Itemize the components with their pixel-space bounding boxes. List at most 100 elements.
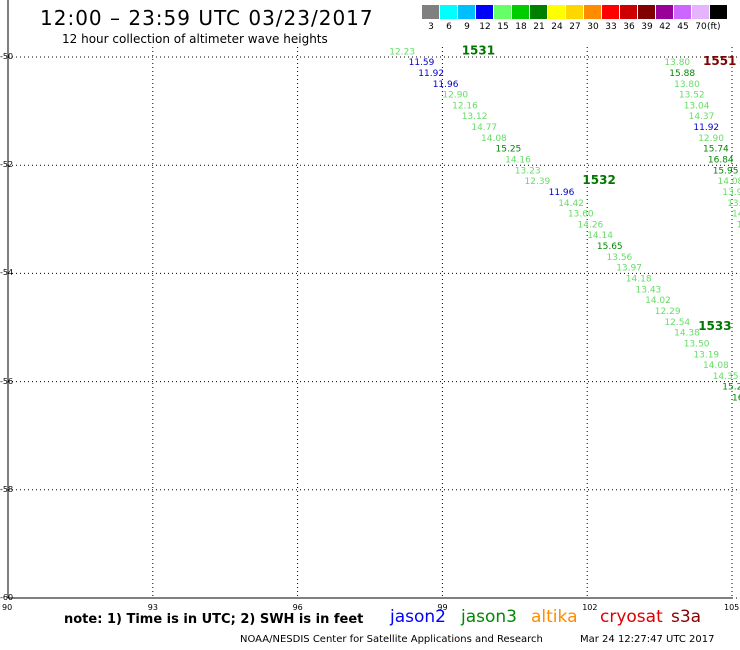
legend-label: 42	[659, 22, 671, 32]
legend-swatch	[638, 5, 655, 19]
wave-height-value: 14.35	[713, 372, 739, 382]
wave-height-value: 14.18	[626, 275, 652, 285]
legend-swatch	[674, 5, 691, 19]
page-subtitle: 12 hour collection of altimeter wave hei…	[62, 32, 328, 46]
legend-swatch	[530, 5, 547, 19]
wave-height-value: 13.50	[684, 339, 710, 349]
legend-swatch	[584, 5, 601, 19]
legend-label: 45	[677, 22, 689, 32]
map-plot: 12.2311.5911.9211.9612.9012.1613.1214.77…	[7, 0, 740, 599]
legend-label: 70	[695, 22, 707, 32]
wave-height-value: 15.88	[669, 69, 695, 79]
track-id-label: 1531	[462, 43, 495, 57]
latitude-tick-label: -56	[0, 376, 14, 386]
legend-swatch	[566, 5, 583, 19]
latitude-tick-label: -58	[0, 484, 14, 494]
track-id-label: 1532	[582, 173, 615, 187]
map-grid	[7, 0, 740, 599]
wave-height-value: 16.08	[732, 394, 740, 404]
footer-credit: NOAA/NESDIS Center for Satellite Applica…	[240, 634, 543, 645]
wave-height-value: 12.90	[698, 134, 724, 144]
legend-label: 6	[446, 22, 452, 32]
wave-height-value: 14.16	[505, 156, 531, 166]
track-id-label: 1533	[698, 319, 731, 333]
legend-label: 30	[587, 22, 599, 32]
legend-swatch	[548, 5, 565, 19]
latitude-tick-label: -60	[0, 593, 14, 602]
wave-height-value: 14.08	[703, 361, 729, 371]
legend-label: 9	[464, 22, 470, 32]
wave-height-value: 13.80	[674, 80, 700, 90]
wave-height-value: 13.29	[737, 220, 740, 230]
wave-height-value: 13.97	[616, 264, 642, 274]
legend-label: 36	[623, 22, 635, 32]
longitude-tick-label: 105	[724, 603, 740, 612]
legend-label: 12	[479, 22, 491, 32]
wave-height-value: 12.16	[452, 101, 478, 111]
legend-swatch	[620, 5, 637, 19]
longitude-tick-label: 96	[292, 603, 303, 612]
wave-height-value: 13.19	[693, 350, 719, 360]
wave-height-value: 11.59	[409, 58, 435, 68]
wave-height-value: 13.43	[636, 285, 662, 295]
legend-label: 18	[515, 22, 527, 32]
longitude-tick-label: 90	[2, 603, 13, 612]
legend-swatch	[476, 5, 493, 19]
legend-swatch	[656, 5, 673, 19]
legend-label: 21	[533, 22, 545, 32]
legend-label: 24	[551, 22, 563, 32]
altimeter-tracks: 12.2311.5911.9211.9612.9012.1613.1214.77…	[389, 43, 740, 403]
legend-label: 33	[605, 22, 617, 32]
note-text: note: 1) Time is in UTC; 2) SWH is in fe…	[64, 612, 364, 627]
wave-height-value: 15.21	[722, 383, 740, 393]
wave-height-value: 13.56	[607, 253, 633, 263]
wave-height-value: 14.08	[481, 134, 507, 144]
wave-height-value: 11.92	[693, 123, 719, 133]
legend-swatch	[692, 5, 709, 19]
wave-height-value: 14.26	[578, 220, 604, 230]
track-id-label: 1551	[703, 54, 736, 68]
wave-height-value: 13.52	[679, 91, 705, 101]
satellite-name: cryosat	[600, 607, 663, 627]
legend-label: 27	[569, 22, 581, 32]
wave-height-value: 13.04	[684, 101, 710, 111]
wave-height-value: 13.12	[462, 112, 488, 122]
wave-height-value: 12.39	[525, 177, 551, 187]
legend-swatch	[710, 5, 727, 19]
legend-label: 15	[497, 22, 509, 32]
legend-swatch	[602, 5, 619, 19]
wave-height-value: 13.23	[515, 166, 541, 176]
satellite-name: altika	[531, 607, 578, 627]
wave-height-value: 14.77	[471, 123, 497, 133]
wave-height-value: 14.33	[732, 210, 740, 220]
wave-height-value: 15.95	[713, 166, 739, 176]
footer-timestamp: Mar 24 12:27:47 UTC 2017	[580, 634, 715, 645]
legend-swatch	[440, 5, 457, 19]
latitude-tick-label: -52	[0, 160, 14, 170]
wave-height-value: 14.02	[645, 296, 671, 306]
wave-height-value: 13.60	[568, 210, 594, 220]
wave-height-value: 11.96	[433, 80, 459, 90]
wave-height-value: 15.74	[703, 145, 729, 155]
latitude-tick-label: -54	[0, 268, 14, 278]
wave-height-value: 14.37	[689, 112, 715, 122]
longitude-tick-label: 99	[437, 603, 448, 612]
wave-height-value: 15.25	[496, 145, 522, 155]
wave-height-value: 12.90	[442, 91, 468, 101]
latitude-tick-label: -50	[0, 52, 14, 61]
wave-height-value: 12.23	[389, 47, 415, 57]
wave-height-value: 14.38	[674, 329, 700, 339]
wave-height-value: 14.08	[718, 177, 740, 187]
longitude-tick-label: 102	[582, 603, 598, 612]
legend-swatch	[458, 5, 475, 19]
wave-height-value: 13.80	[664, 58, 690, 68]
page-title: 12:00 – 23:59 UTC 03/23/2017	[40, 6, 374, 30]
wave-height-value: 15.65	[597, 242, 623, 252]
legend-label: 39	[641, 22, 653, 32]
wave-height-value: 14.42	[558, 199, 584, 209]
satellite-name: jason3	[461, 607, 517, 627]
legend-swatch	[494, 5, 511, 19]
wave-height-value: 13.95	[722, 188, 740, 198]
legend-swatch	[422, 5, 439, 19]
wave-height-value: 12.29	[655, 307, 681, 317]
